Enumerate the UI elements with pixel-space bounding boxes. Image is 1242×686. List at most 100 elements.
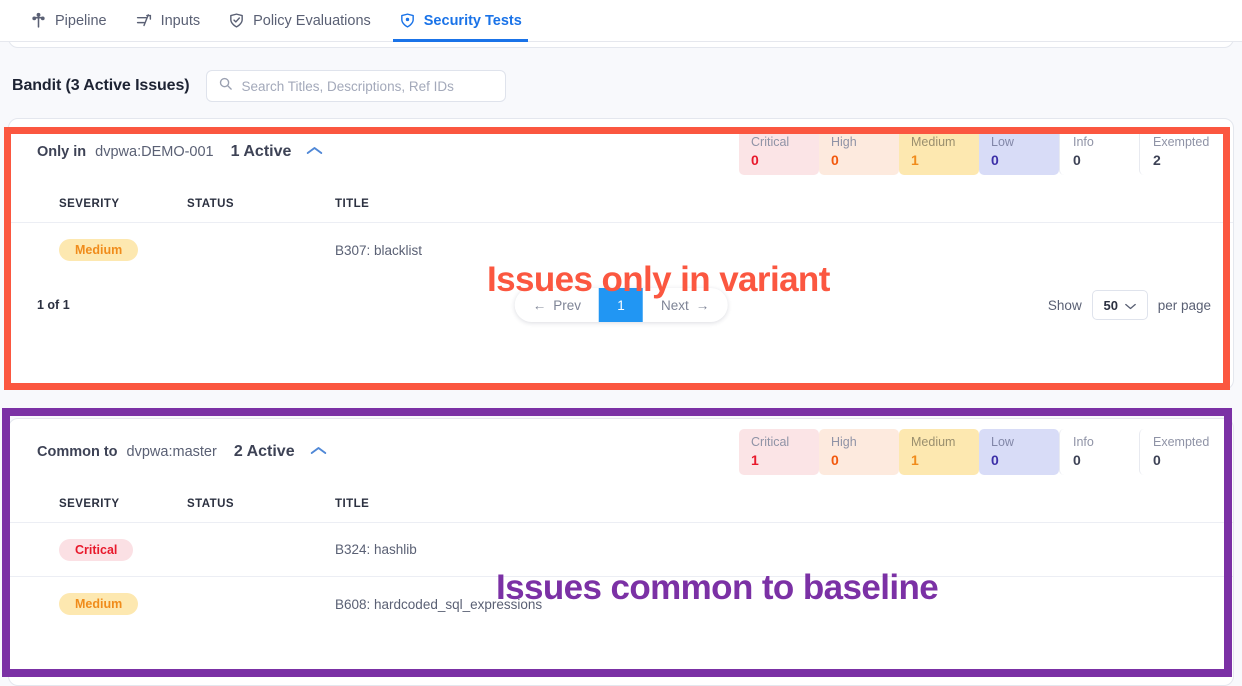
tab-inputs[interactable]: Inputs: [121, 0, 215, 42]
main-tab-bar: Pipeline Inputs Policy Evaluations: [0, 0, 1242, 42]
card-header-variant: Only in dvpwa:DEMO-001 1 Active Critical…: [9, 119, 1233, 185]
cell-severity: Medium: [37, 239, 187, 261]
tab-pipeline[interactable]: Pipeline: [16, 0, 121, 42]
severity-label-medium: Medium: [911, 134, 956, 149]
page-size-control: Show 50 per page: [1048, 290, 1211, 320]
column-header-severity: SEVERITY: [59, 497, 120, 510]
severity-chip-high[interactable]: High 0: [819, 129, 899, 175]
severity-chip-info[interactable]: Info 0: [1059, 129, 1139, 175]
page-header: Bandit (3 Active Issues): [0, 68, 1242, 104]
column-header-severity: SEVERITY: [59, 197, 120, 210]
severity-badge: Medium: [59, 593, 139, 615]
severity-summary-common: Critical 1 High 0 Medium 1 Low 0 Info 0 …: [739, 429, 1219, 475]
search-input[interactable]: [241, 78, 494, 94]
pagination-controls: ← Prev 1 Next →: [514, 288, 728, 322]
cell-severity: Medium: [37, 593, 187, 615]
severity-chip-exempted[interactable]: Exempted 2: [1139, 129, 1219, 175]
severity-label-exempted: Exempted: [1153, 434, 1210, 449]
table-header-row: SEVERITY STATUS TITLE: [9, 485, 1233, 523]
severity-label-exempted: Exempted: [1153, 134, 1210, 149]
severity-chip-critical[interactable]: Critical 1: [739, 429, 819, 475]
arrow-right-icon: →: [695, 297, 710, 313]
severity-chip-critical[interactable]: Critical 0: [739, 129, 819, 175]
pipeline-icon: [30, 12, 47, 29]
severity-value-info: 0: [1073, 451, 1081, 468]
card-only-in-variant: Only in dvpwa:DEMO-001 1 Active Critical…: [8, 118, 1234, 390]
inputs-icon: [135, 12, 153, 29]
severity-value-medium: 1: [911, 151, 919, 168]
severity-chip-info[interactable]: Info 0: [1059, 429, 1139, 475]
tab-policy-evaluations[interactable]: Policy Evaluations: [214, 0, 385, 42]
chevron-down-icon: [1125, 298, 1136, 313]
cell-severity: Critical: [37, 538, 187, 561]
chevron-up-icon[interactable]: [306, 143, 323, 161]
show-label: Show: [1047, 297, 1082, 313]
severity-badge: Critical: [59, 538, 134, 561]
issues-table-common: SEVERITY STATUS TITLE Critical B324: has…: [9, 485, 1233, 631]
arrow-left-icon: ←: [532, 297, 547, 313]
severity-chip-exempted[interactable]: Exempted 0: [1139, 429, 1219, 475]
page-size-value: 50: [1103, 297, 1118, 313]
severity-chip-high[interactable]: High 0: [819, 429, 899, 475]
severity-chip-low[interactable]: Low 0: [979, 129, 1059, 175]
scope-ref-common: dvpwa:master: [126, 444, 217, 460]
card-common-to-baseline: Common to dvpwa:master 2 Active Critical…: [8, 418, 1234, 686]
cell-title: B307: blacklist: [335, 242, 423, 258]
severity-value-exempted: 2: [1153, 151, 1161, 168]
column-header-title: TITLE: [335, 497, 370, 510]
pagination-count: 1 of 1: [37, 298, 70, 312]
active-count-common: 2 Active: [233, 443, 295, 460]
severity-value-critical: 0: [751, 151, 759, 168]
scope-label-common: Common to: [37, 444, 118, 460]
severity-chip-medium[interactable]: Medium 1: [899, 429, 979, 475]
severity-value-exempted: 0: [1153, 451, 1161, 468]
page-size-select[interactable]: 50: [1091, 290, 1148, 320]
table-header-row: SEVERITY STATUS TITLE: [9, 185, 1233, 223]
next-page-button[interactable]: Next →: [643, 288, 727, 322]
severity-value-low: 0: [991, 451, 999, 468]
severity-label-critical: Critical: [751, 134, 790, 149]
severity-chip-low[interactable]: Low 0: [979, 429, 1059, 475]
chevron-up-icon[interactable]: [310, 443, 327, 461]
scope-ref-variant: dvpwa:DEMO-001: [95, 144, 214, 160]
severity-label-info: Info: [1073, 434, 1094, 449]
severity-badge: Medium: [59, 239, 139, 261]
severity-label-low: Low: [991, 434, 1014, 449]
search-icon: [218, 76, 233, 96]
severity-label-low: Low: [991, 134, 1014, 149]
column-header-status: STATUS: [187, 197, 234, 210]
severity-summary-variant: Critical 0 High 0 Medium 1 Low 0 Info 0 …: [739, 129, 1219, 175]
tab-label-inputs: Inputs: [160, 12, 201, 29]
tab-label-policy-evaluations: Policy Evaluations: [253, 12, 371, 29]
severity-label-critical: Critical: [751, 434, 790, 449]
cell-title: B608: hardcoded_sql_expressions: [335, 596, 543, 612]
page-number-1[interactable]: 1: [599, 288, 643, 322]
table-row[interactable]: Critical B324: hashlib: [9, 523, 1233, 577]
pagination-variant: 1 of 1 ← Prev 1 Next → Show 50: [9, 277, 1233, 333]
scope-label-variant: Only in: [37, 144, 87, 160]
tab-security-tests[interactable]: Security Tests: [385, 0, 536, 42]
severity-label-high: High: [831, 134, 857, 149]
column-header-title: TITLE: [335, 197, 370, 210]
severity-value-high: 0: [831, 151, 839, 168]
severity-label-high: High: [831, 434, 857, 449]
severity-value-medium: 1: [911, 451, 919, 468]
prev-label: Prev: [553, 297, 581, 313]
cell-title: B324: hashlib: [335, 542, 417, 557]
prev-page-button[interactable]: ← Prev: [515, 288, 599, 322]
search-box[interactable]: [205, 70, 506, 102]
severity-value-high: 0: [831, 451, 839, 468]
card-header-common: Common to dvpwa:master 2 Active Critical…: [9, 419, 1233, 485]
next-label: Next: [661, 297, 689, 313]
severity-value-critical: 1: [751, 451, 759, 468]
table-row[interactable]: Medium B307: blacklist: [9, 223, 1233, 277]
security-shield-icon: [399, 12, 416, 29]
issues-table-variant: SEVERITY STATUS TITLE Medium B307: black…: [9, 185, 1233, 277]
policy-shield-icon: [228, 12, 245, 29]
tab-label-security-tests: Security Tests: [423, 12, 522, 29]
table-row[interactable]: Medium B608: hardcoded_sql_expressions: [9, 577, 1233, 631]
severity-chip-medium[interactable]: Medium 1: [899, 129, 979, 175]
tab-label-pipeline: Pipeline: [55, 12, 107, 29]
severity-label-info: Info: [1073, 134, 1094, 149]
column-header-status: STATUS: [187, 497, 234, 510]
